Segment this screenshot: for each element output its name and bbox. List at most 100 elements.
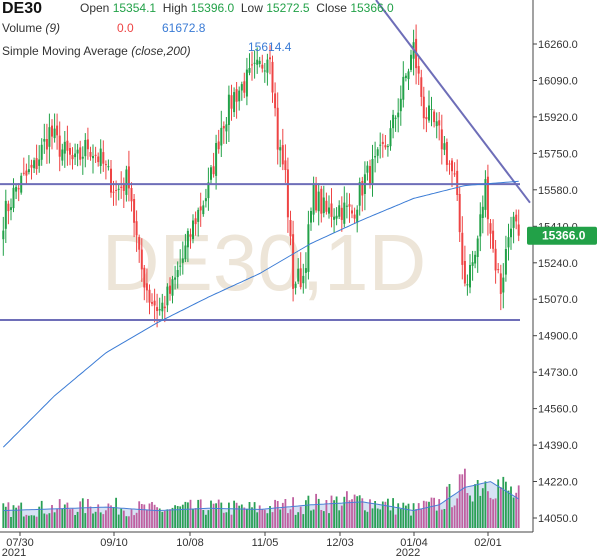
volume-bar xyxy=(210,500,212,528)
volume-bar xyxy=(53,512,56,528)
volume-bar xyxy=(307,495,310,528)
candle-body xyxy=(481,206,484,218)
open-label: Open xyxy=(80,1,110,15)
volume-label: Volume xyxy=(2,21,43,35)
volume-bar xyxy=(371,508,374,528)
volume-bar xyxy=(130,509,133,528)
volume-bar xyxy=(166,509,169,528)
candle-body xyxy=(286,169,289,218)
volume-bar xyxy=(117,514,120,528)
volume-bar xyxy=(243,507,246,528)
volume-bar xyxy=(143,504,146,528)
volume-bar xyxy=(217,499,220,528)
volume-bar xyxy=(163,510,166,528)
candle-body xyxy=(238,90,241,102)
volume-bar xyxy=(328,513,330,528)
volume-bar xyxy=(140,504,143,528)
candle-body xyxy=(471,262,474,266)
candle-body xyxy=(422,96,425,119)
y-tick-label: 14390.0 xyxy=(538,440,578,452)
candle-body xyxy=(402,76,405,100)
candle-body xyxy=(76,149,79,154)
sma-readout: 15614.4 xyxy=(248,40,291,54)
candle-body xyxy=(30,164,33,168)
volume-bar xyxy=(484,481,487,528)
y-tick-label: 14900.0 xyxy=(538,331,578,343)
candle-body xyxy=(343,202,346,224)
volume-bar xyxy=(261,509,264,528)
candle-body xyxy=(104,164,107,166)
candle-body xyxy=(4,200,7,229)
candle-body xyxy=(230,95,233,109)
candle-body xyxy=(466,284,469,286)
volume-bar xyxy=(251,507,253,528)
candle-body xyxy=(289,220,292,237)
volume-bar xyxy=(115,497,117,528)
low-value: 15272.5 xyxy=(266,1,310,15)
descending-trendline xyxy=(375,0,531,204)
volume-bar xyxy=(435,510,438,528)
candle-body xyxy=(502,277,505,293)
volume-bar xyxy=(515,492,518,528)
volume-bar xyxy=(361,498,364,528)
volume-bar xyxy=(146,510,148,528)
volume-bar xyxy=(448,484,451,528)
volume-bar xyxy=(220,502,223,528)
candle-body xyxy=(22,172,25,174)
candle-body xyxy=(248,68,251,73)
volume-bar xyxy=(497,479,500,528)
candle-body xyxy=(392,114,395,129)
support-resistance-levels[interactable] xyxy=(0,0,531,321)
volume-bar xyxy=(199,499,202,528)
volume-bar xyxy=(161,511,164,528)
candle-body xyxy=(97,156,100,163)
candle-body xyxy=(307,224,310,272)
volume-bar xyxy=(422,500,425,528)
candle-body xyxy=(371,159,374,185)
candle-body xyxy=(328,207,330,214)
volume-bar xyxy=(389,510,392,528)
volume-bar xyxy=(94,511,97,528)
candle-body xyxy=(220,127,223,146)
candle-body xyxy=(479,214,482,237)
volume-bar xyxy=(376,508,379,528)
candle-body xyxy=(179,265,182,267)
volume-bar xyxy=(453,505,456,528)
x-tick-label: 02/01 xyxy=(474,537,502,549)
volume-bar xyxy=(76,511,79,528)
y-tick-label: 14050.0 xyxy=(538,513,578,525)
candle-body xyxy=(251,64,253,66)
candle-body xyxy=(120,186,123,188)
volume-bar xyxy=(443,509,446,528)
candle-body xyxy=(99,148,102,166)
candle-body xyxy=(389,128,392,147)
volume-bar xyxy=(151,502,153,528)
candle-body xyxy=(7,203,10,212)
candle-body xyxy=(469,265,471,288)
volume-bar xyxy=(474,484,476,528)
legend-row-3: Simple Moving Average (close,200) xyxy=(2,44,191,58)
sma-params: (close,200) xyxy=(131,44,191,58)
volume-bar xyxy=(179,506,182,528)
candle-body xyxy=(407,71,410,80)
candle-body xyxy=(115,190,118,191)
candle-body xyxy=(181,258,184,263)
volume-bar xyxy=(181,504,184,528)
candle-body xyxy=(438,120,441,126)
volume-bar xyxy=(297,512,300,528)
candle-body xyxy=(17,188,20,190)
volume-bar xyxy=(25,514,28,528)
candle-body xyxy=(494,248,497,271)
volume-bar xyxy=(192,509,194,528)
candle-body xyxy=(122,184,125,191)
volume-bar xyxy=(92,513,94,528)
volume-bar xyxy=(58,499,61,528)
volume-bar xyxy=(266,513,269,528)
candle-body xyxy=(458,194,461,233)
candle-body xyxy=(258,60,261,64)
volume-bar xyxy=(240,504,243,528)
candle-body xyxy=(215,143,218,176)
candle-body xyxy=(161,302,164,312)
candle-body xyxy=(143,267,146,288)
